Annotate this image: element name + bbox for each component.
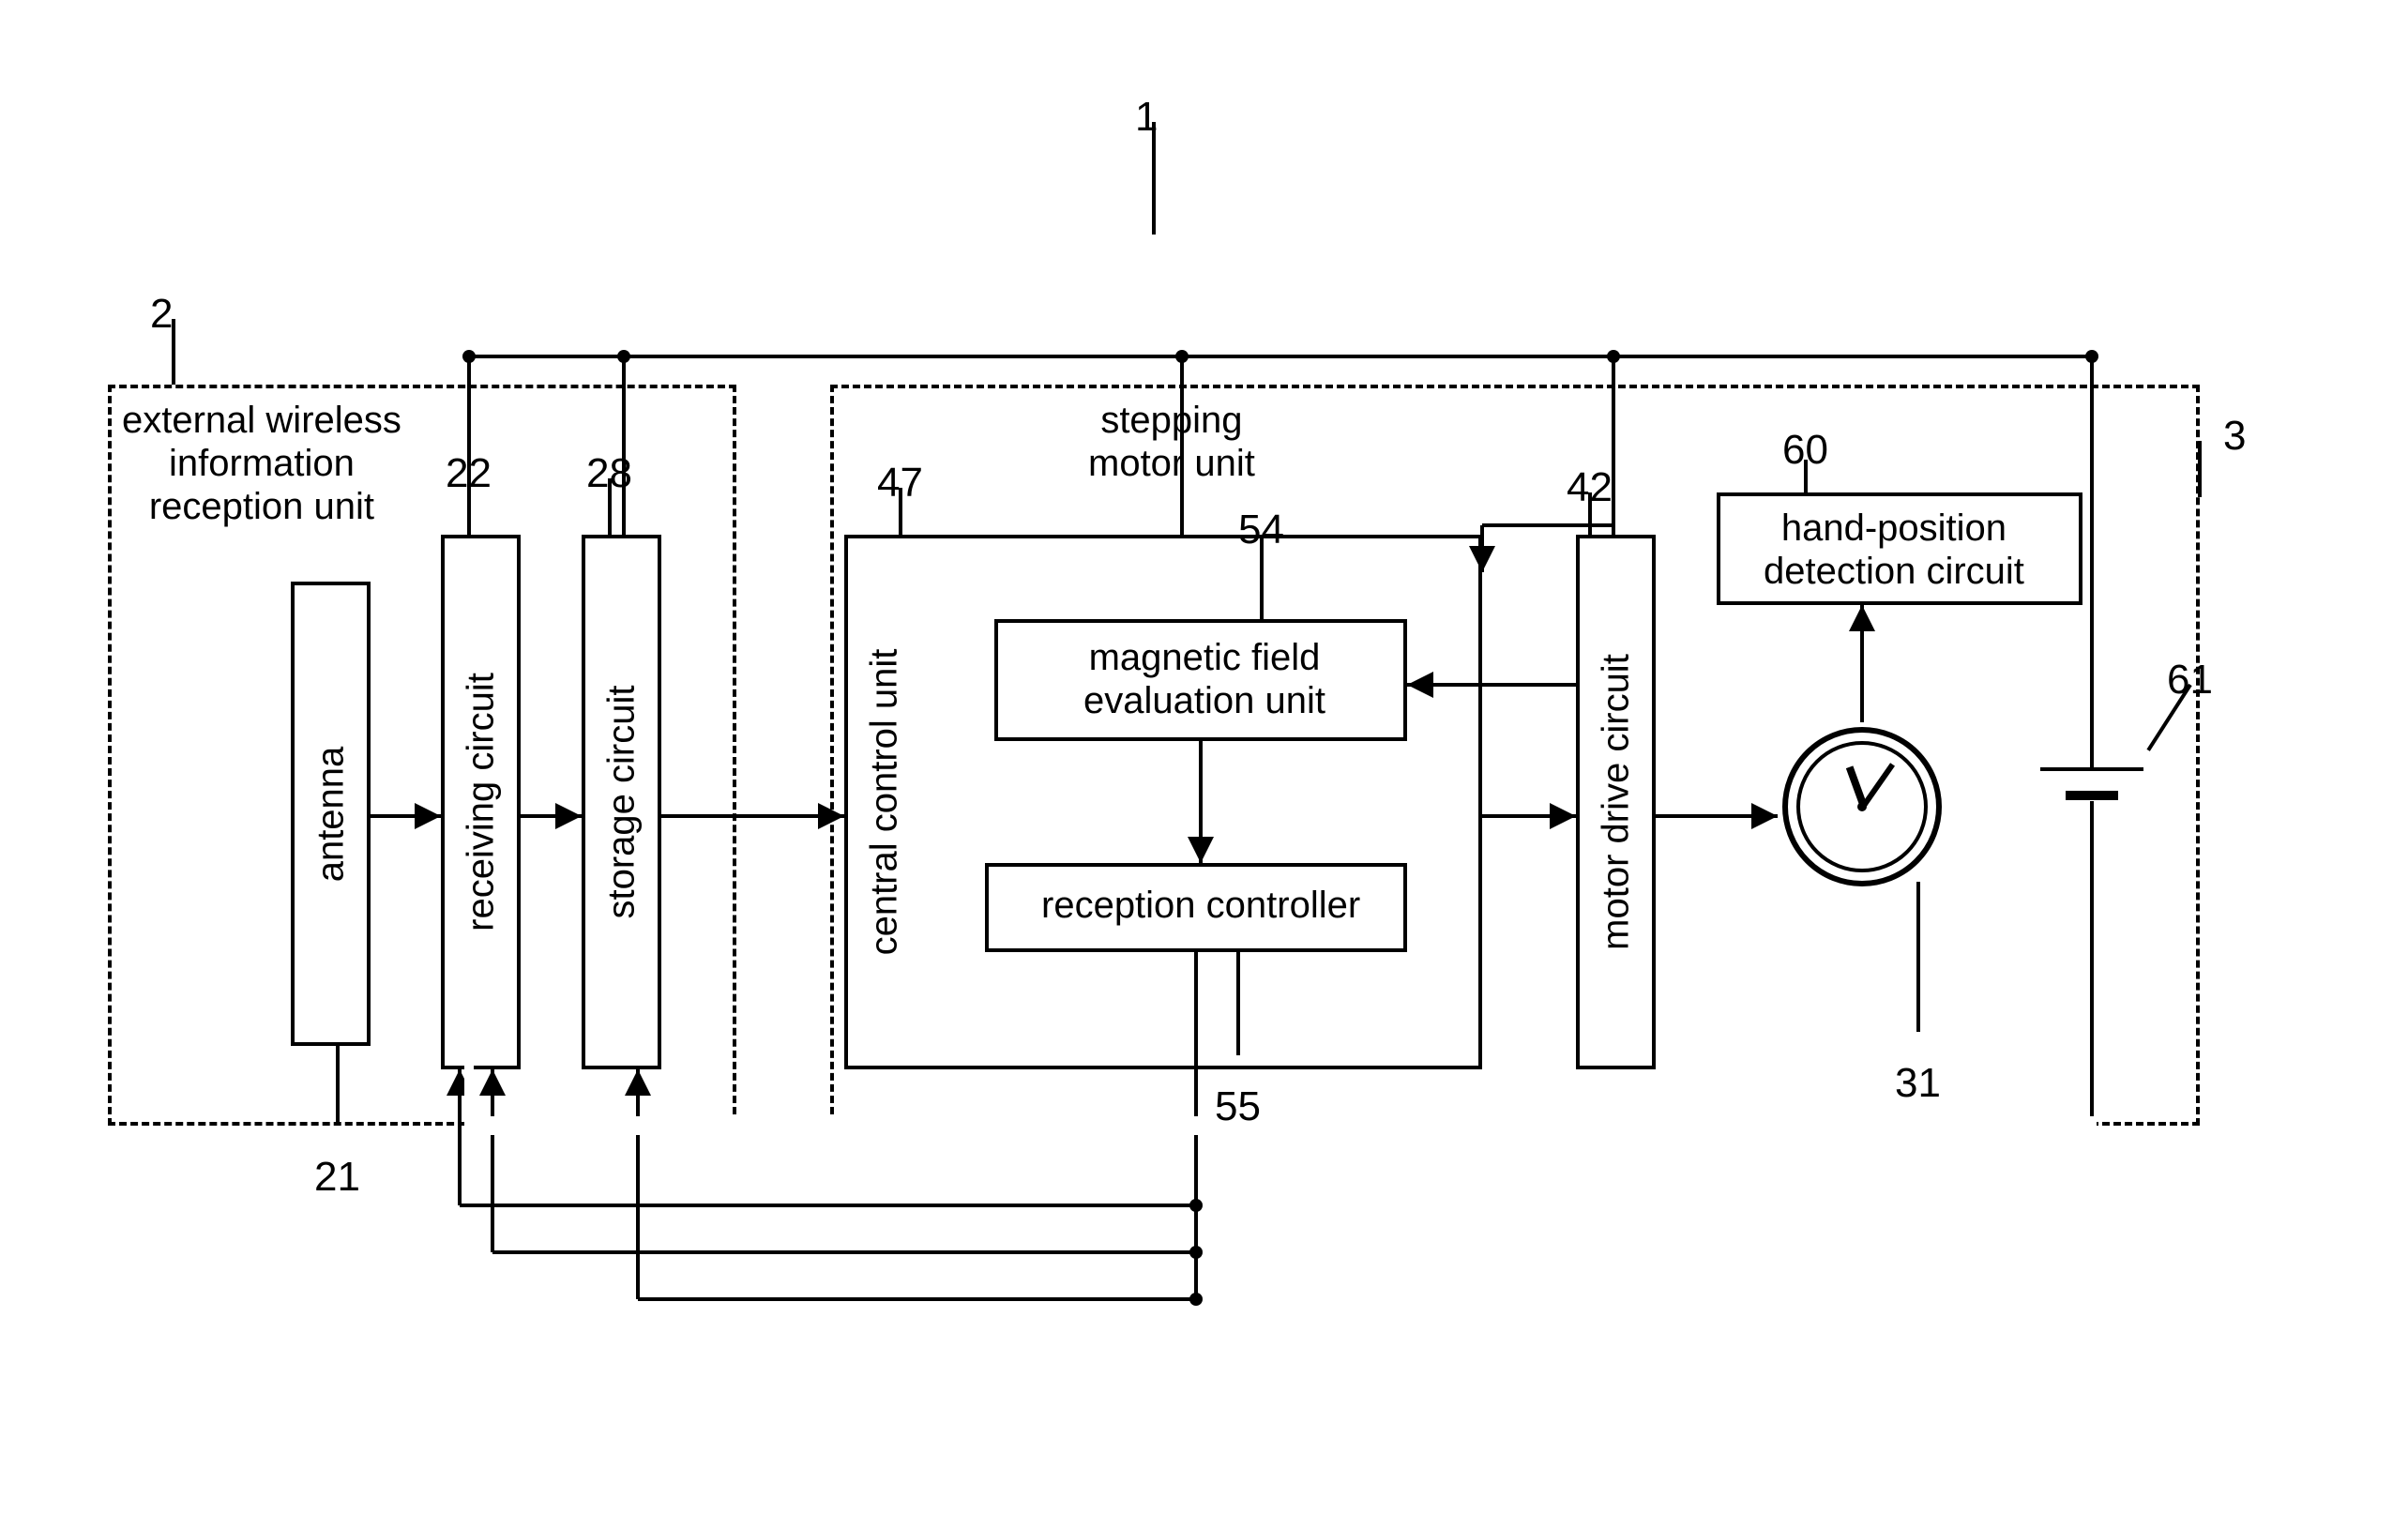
ref-47: 47 bbox=[877, 460, 923, 507]
hpd-label: hand-position detection circuit bbox=[1764, 507, 2024, 593]
ref-21: 21 bbox=[314, 1154, 360, 1202]
leader bbox=[336, 1046, 340, 1126]
unit2-label: external wireless information reception … bbox=[122, 399, 401, 528]
diagram-canvas: external wireless information reception … bbox=[0, 0, 2408, 1514]
ccu-label: central control unit bbox=[864, 649, 906, 956]
ref-55: 55 bbox=[1215, 1083, 1261, 1131]
arrow-2 bbox=[661, 814, 844, 818]
ref-42: 42 bbox=[1567, 464, 1613, 512]
storage-label: storage circuit bbox=[600, 686, 643, 919]
ref-22: 22 bbox=[446, 450, 492, 498]
rxctrl-label: reception controller bbox=[1041, 884, 1360, 927]
antenna-label: antenna bbox=[310, 746, 352, 882]
ref-1: 1 bbox=[1135, 94, 1158, 142]
ref-2: 2 bbox=[150, 291, 173, 339]
ref-31: 31 bbox=[1895, 1060, 1941, 1108]
mdrive-label: motor drive circuit bbox=[1595, 654, 1637, 950]
leader bbox=[2198, 441, 2202, 497]
rxckt-label: receiving circuit bbox=[460, 673, 502, 931]
leader bbox=[1916, 882, 1920, 1032]
ref-60: 60 bbox=[1782, 427, 1828, 475]
ccu-box bbox=[844, 535, 1482, 1069]
ref-3: 3 bbox=[2223, 413, 2246, 461]
ref-54: 54 bbox=[1238, 507, 1284, 554]
unit3-label: stepping motor unit bbox=[1088, 399, 1255, 485]
leader bbox=[1236, 952, 1240, 1055]
mfeval-label: magnetic field evaluation unit bbox=[1083, 636, 1325, 722]
ref-61: 61 bbox=[2167, 657, 2213, 704]
power-rail bbox=[469, 355, 2092, 358]
ref-28: 28 bbox=[586, 450, 632, 498]
